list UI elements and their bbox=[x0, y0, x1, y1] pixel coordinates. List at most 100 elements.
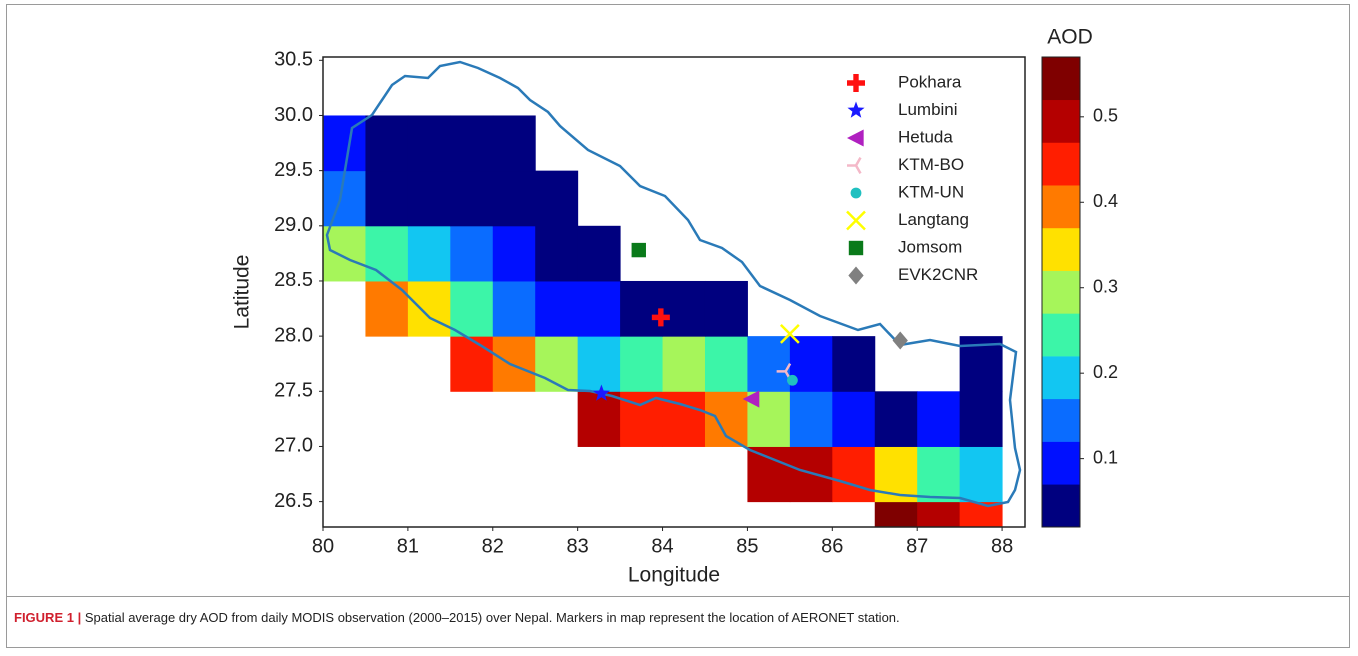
station-marker bbox=[592, 384, 610, 401]
colorbar-tick-label: 0.3 bbox=[1093, 276, 1118, 296]
aod-cell bbox=[492, 170, 536, 227]
aod-cell bbox=[577, 391, 621, 447]
y-tick-label: 29.5 bbox=[274, 159, 313, 181]
aod-cell bbox=[662, 280, 706, 337]
x-tick-label: 87 bbox=[906, 535, 928, 557]
colorbar-segment bbox=[1042, 484, 1080, 528]
y-tick-label: 28.5 bbox=[274, 269, 313, 291]
aod-cell bbox=[365, 170, 409, 227]
aod-cell bbox=[450, 280, 494, 337]
aod-cell bbox=[747, 446, 791, 503]
aod-cell bbox=[662, 336, 706, 392]
legend-marker bbox=[848, 240, 864, 256]
colorbar-segment bbox=[1042, 270, 1080, 314]
aod-cell bbox=[917, 446, 961, 503]
colorbar-segment bbox=[1042, 185, 1080, 229]
aod-cell bbox=[450, 336, 494, 392]
aod-cell bbox=[407, 280, 451, 337]
x-tick-label: 84 bbox=[651, 535, 673, 557]
aod-cell bbox=[959, 446, 1003, 503]
x-axis-label: Longitude bbox=[628, 564, 720, 587]
station-marker bbox=[779, 324, 800, 344]
colorbar-segment bbox=[1042, 227, 1080, 271]
legend-label: KTM-UN bbox=[898, 182, 964, 201]
legend-label: Langtang bbox=[898, 210, 969, 229]
y-axis-label: Latitude bbox=[231, 255, 254, 330]
aod-cell bbox=[535, 170, 579, 227]
aod-cell bbox=[365, 225, 409, 282]
colorbar-tick-label: 0.5 bbox=[1093, 106, 1118, 126]
aod-cell bbox=[407, 115, 451, 172]
aod-cell bbox=[917, 501, 961, 527]
legend-marker bbox=[847, 101, 865, 118]
aod-cell bbox=[407, 225, 451, 282]
caption-label: FIGURE 1 | bbox=[14, 610, 82, 625]
figure-frame bbox=[6, 4, 1350, 648]
y-tick-label: 27.0 bbox=[274, 435, 313, 457]
aod-cell bbox=[832, 391, 876, 447]
station-marker bbox=[631, 242, 646, 258]
plot-frame bbox=[322, 56, 1026, 528]
x-tick-label: 83 bbox=[567, 535, 589, 557]
legend-marker bbox=[847, 74, 865, 92]
aod-cell bbox=[577, 280, 621, 337]
aod-cell bbox=[747, 336, 791, 392]
station-marker bbox=[787, 374, 798, 386]
aod-cell bbox=[492, 225, 536, 282]
colorbar-tick-label: 0.2 bbox=[1093, 362, 1118, 382]
aod-cell bbox=[535, 336, 579, 392]
aod-cell bbox=[535, 280, 579, 337]
y-tick-label: 29.0 bbox=[274, 214, 313, 236]
aod-cell bbox=[832, 446, 876, 503]
x-tick-label: 88 bbox=[991, 535, 1013, 557]
aod-cell bbox=[917, 391, 961, 447]
station-marker bbox=[651, 308, 670, 327]
colorbar-segment bbox=[1042, 99, 1080, 143]
aod-cell bbox=[407, 170, 451, 227]
aod-cell bbox=[492, 115, 536, 172]
aod-cell bbox=[365, 115, 409, 172]
aod-cell bbox=[959, 391, 1003, 447]
aod-cell bbox=[874, 391, 918, 447]
x-tick-label: 86 bbox=[821, 535, 843, 557]
separator bbox=[6, 596, 1350, 597]
aod-cell bbox=[620, 336, 664, 392]
colorbar-segment bbox=[1042, 313, 1080, 357]
aod-cell bbox=[450, 115, 494, 172]
y-tick-label: 30.5 bbox=[274, 49, 313, 71]
aod-cell bbox=[704, 336, 748, 392]
aod-cell bbox=[789, 391, 833, 447]
aod-cell bbox=[492, 280, 536, 337]
aod-cell bbox=[323, 225, 366, 282]
colorbar-segment bbox=[1042, 356, 1080, 400]
legend-label: Jomsom bbox=[898, 237, 962, 256]
aod-cell bbox=[832, 336, 876, 392]
legend-marker bbox=[847, 129, 864, 147]
legend-marker bbox=[848, 266, 864, 285]
nepal-border bbox=[325, 60, 1022, 508]
legend-marker bbox=[850, 187, 862, 199]
aod-cell bbox=[577, 225, 621, 282]
x-tick-label: 80 bbox=[312, 535, 334, 557]
y-tick-label: 28.0 bbox=[274, 324, 313, 346]
station-marker bbox=[742, 390, 760, 408]
y-tick-label: 30.0 bbox=[274, 104, 313, 126]
y-tick-label: 27.5 bbox=[274, 380, 313, 402]
aod-cell bbox=[704, 391, 748, 447]
legend-label: Pokhara bbox=[898, 72, 962, 91]
colorbar-tick-label: 0.1 bbox=[1093, 447, 1118, 467]
aod-cell bbox=[577, 336, 621, 392]
aod-cell bbox=[450, 170, 494, 227]
legend-marker bbox=[846, 210, 866, 231]
colorbar-segment bbox=[1042, 57, 1080, 101]
legend-label: Lumbini bbox=[898, 100, 958, 119]
legend-label: Hetuda bbox=[898, 127, 953, 146]
colorbar-segment bbox=[1042, 398, 1080, 442]
aod-cell bbox=[535, 225, 579, 282]
colorbar-tick-label: 0.4 bbox=[1093, 191, 1118, 211]
aod-cell bbox=[874, 501, 918, 527]
colorbar-segment bbox=[1042, 441, 1080, 485]
x-tick-label: 82 bbox=[482, 535, 504, 557]
colorbar-label: AOD bbox=[1047, 26, 1093, 49]
